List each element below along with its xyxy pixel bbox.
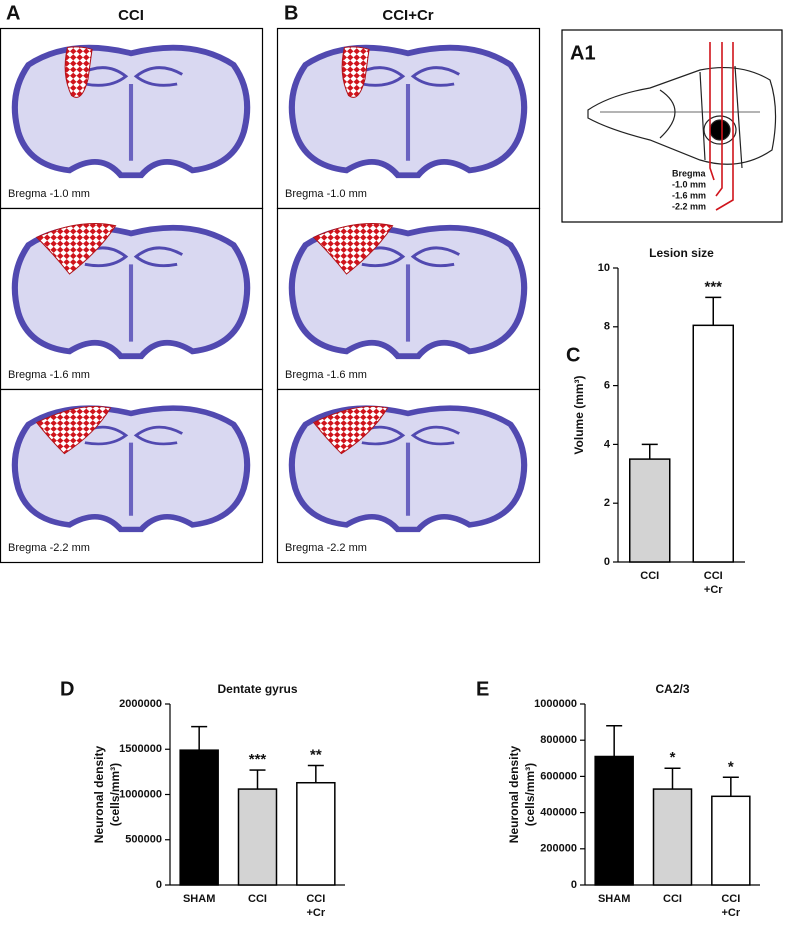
lesion	[312, 406, 389, 455]
bar	[296, 781, 336, 886]
panel-letter: B	[284, 2, 298, 24]
bar	[179, 749, 219, 886]
inset-label: Bregma	[672, 168, 707, 178]
y-tick-label: 2	[604, 497, 610, 509]
image-caption: Bregma -1.6 mm	[285, 369, 367, 381]
panel-heading: CCI+Cr	[382, 7, 433, 24]
brain-section	[288, 44, 528, 179]
x-tick-label: CCI	[248, 893, 267, 905]
hippocampus	[355, 66, 461, 87]
y-tick-label: 200000	[540, 843, 577, 855]
y-axis-label: (cells/mm³)	[108, 763, 122, 826]
y-tick-label: 2000000	[119, 698, 162, 710]
panel-letter: E	[476, 678, 489, 700]
panel-heading: CCI	[118, 7, 144, 24]
y-tick-label: 1000000	[534, 698, 577, 710]
y-tick-label: 4	[604, 438, 611, 450]
image-caption: Bregma -1.0 mm	[285, 188, 367, 200]
hippocampus	[78, 66, 184, 87]
y-axis-label: Volume (mm³)	[572, 375, 586, 454]
significance-mark: ***	[704, 278, 722, 295]
lesion	[341, 46, 370, 98]
y-tick-label: 0	[156, 879, 162, 891]
chart-title: CA2/3	[655, 682, 689, 696]
y-tick-label: 6	[604, 380, 610, 392]
chart-title: Lesion size	[649, 246, 714, 260]
significance-mark: *	[728, 758, 734, 775]
bar	[652, 788, 693, 886]
x-tick-label: CCI +Cr	[721, 893, 741, 919]
image-caption: Bregma -2.2 mm	[8, 542, 90, 554]
y-tick-label: 500000	[125, 834, 162, 846]
panel-letter: C	[566, 344, 580, 366]
bar	[692, 324, 734, 563]
panel-letter: D	[60, 678, 74, 700]
bar	[237, 788, 278, 886]
y-tick-label: 8	[604, 321, 610, 333]
y-tick-label: 10	[598, 262, 610, 274]
inset-box	[561, 29, 783, 223]
x-tick-label: CCI	[640, 570, 659, 582]
lesion	[312, 223, 394, 275]
bar	[629, 458, 671, 563]
lesion	[35, 406, 112, 455]
y-tick-label: 1500000	[119, 743, 162, 755]
bar	[711, 795, 751, 886]
significance-mark: ***	[249, 751, 267, 768]
panel-letter: A	[6, 2, 20, 24]
lesion	[35, 223, 117, 275]
y-tick-label: 1000000	[119, 788, 162, 800]
x-tick-label: CCI +Cr	[704, 570, 724, 596]
x-tick-label: SHAM	[183, 893, 215, 905]
y-tick-label: 800000	[540, 734, 577, 746]
bar	[594, 755, 634, 886]
inset-label: -1.6 mm	[672, 190, 706, 200]
significance-mark: **	[310, 747, 322, 764]
y-axis-label: (cells/mm³)	[523, 763, 537, 826]
x-tick-label: SHAM	[598, 893, 630, 905]
y-tick-label: 0	[571, 879, 577, 891]
brain-section	[11, 223, 251, 360]
panel-letter: A1	[570, 42, 596, 64]
y-axis-label: Neuronal density	[92, 746, 106, 844]
chart-title: Dentate gyrus	[217, 682, 297, 696]
lesion	[64, 46, 93, 98]
x-tick-label: CCI +Cr	[306, 893, 326, 919]
y-axis-label: Neuronal density	[507, 746, 521, 844]
y-tick-label: 600000	[540, 770, 577, 782]
significance-mark: *	[670, 749, 676, 766]
skull-drawing	[587, 42, 777, 211]
inset-label: -2.2 mm	[672, 201, 706, 211]
image-caption: Bregma -1.6 mm	[8, 369, 90, 381]
y-tick-label: 400000	[540, 807, 577, 819]
inset-label: -1.0 mm	[672, 179, 706, 189]
brain-section	[11, 405, 251, 533]
y-tick-label: 0	[604, 556, 610, 568]
brain-section	[288, 223, 528, 360]
image-caption: Bregma -2.2 mm	[285, 542, 367, 554]
brain-section	[11, 44, 251, 179]
x-tick-label: CCI	[663, 893, 682, 905]
brain-section	[288, 405, 528, 533]
image-caption: Bregma -1.0 mm	[8, 188, 90, 200]
